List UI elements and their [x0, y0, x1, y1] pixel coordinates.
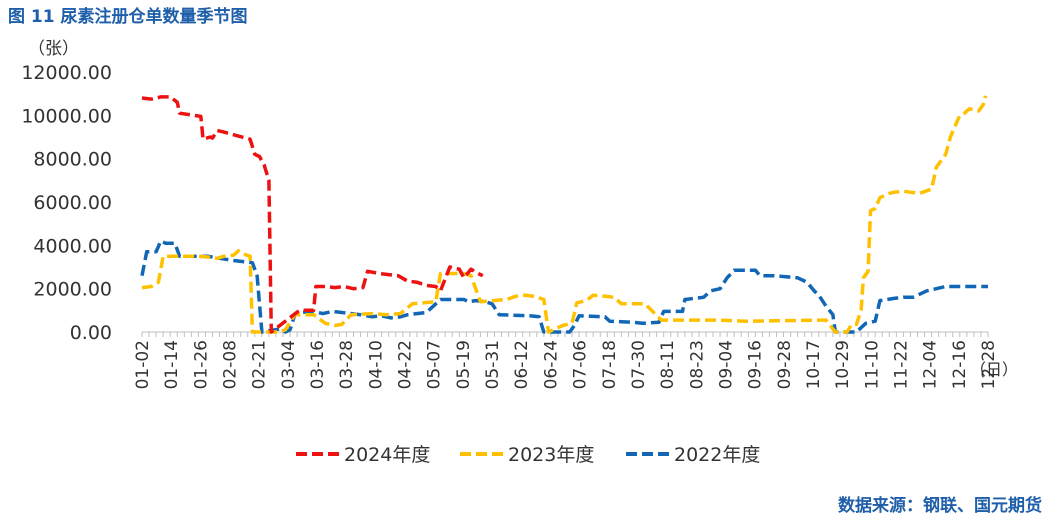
x-tick-label: 11-10	[862, 340, 882, 389]
series-layer	[140, 95, 988, 334]
x-tick-label: 05-19	[454, 340, 474, 389]
x-tick-label: 02-08	[221, 340, 241, 389]
y-tick-label: 10000.00	[21, 105, 112, 127]
x-tick-label: 10-29	[833, 340, 853, 389]
x-tick-label: 02-21	[250, 340, 270, 389]
x-tick-label: 12-16	[950, 340, 970, 389]
x-tick-label: 05-07	[425, 340, 445, 389]
x-tick-label: 10-17	[804, 340, 824, 389]
x-tick-label: 09-04	[716, 340, 736, 389]
x-tick-label: 05-31	[483, 340, 503, 389]
legend: 2024年度 2023年度 2022年度	[296, 444, 760, 466]
x-tick-label: 01-26	[191, 340, 211, 389]
x-tick-label: 03-04	[279, 340, 299, 389]
legend-label: 2023年度	[508, 444, 594, 466]
y-tick-label: 6000.00	[33, 192, 112, 214]
x-tick-label: 04-22	[396, 340, 416, 389]
x-tick-label: 12-04	[921, 340, 941, 389]
x-tick-label: 11-22	[891, 340, 911, 389]
x-tick-label: 07-18	[600, 340, 620, 389]
y-tick-label: 0.00	[70, 322, 112, 344]
x-tick-label: 08-11	[658, 340, 678, 389]
series-line-2023	[141, 95, 988, 334]
x-tick-label: 07-30	[629, 340, 649, 389]
legend-label: 2024年度	[344, 444, 430, 466]
x-axis-layer: 01-02 01-14 01-26 02-08 02-21 03-04 03-16 03-28…	[133, 331, 999, 389]
x-axis-unit-label: （日）	[970, 360, 1018, 379]
x-tick-label: 07-06	[571, 340, 591, 389]
x-tick-label: 01-02	[133, 340, 153, 389]
series-line-2022	[140, 239, 988, 334]
x-tick-label: 12-28	[979, 340, 999, 389]
x-tick-label: 09-16	[746, 340, 766, 389]
y-axis-unit-label: （张）	[28, 39, 79, 59]
y-tick-label: 12000.00	[21, 62, 112, 84]
y-tick-label: 4000.00	[33, 235, 112, 257]
x-tick-label: 03-16	[308, 340, 328, 389]
y-tick-label: 2000.00	[33, 279, 112, 301]
legend-label: 2022年度	[674, 444, 760, 466]
source-note: 数据来源：钢联、国元期货	[838, 496, 1042, 516]
x-tick-label: 03-28	[337, 340, 357, 389]
x-tick-label: 06-12	[512, 340, 532, 389]
x-tick-label: 08-23	[687, 340, 707, 389]
y-axis-layer: 0.00 2000.00 4000.00 6000.00 8000.00 10000.00…	[21, 62, 112, 344]
x-tick-label: 06-24	[541, 340, 561, 389]
x-tick-label: 09-28	[775, 340, 795, 389]
figure-title: 图 11 尿素注册仓单数量季节图	[8, 7, 248, 27]
x-tick-label: 01-14	[162, 340, 182, 389]
y-tick-label: 8000.00	[33, 149, 112, 171]
series-line-2024	[141, 95, 484, 334]
x-tick-label: 04-10	[366, 340, 386, 389]
